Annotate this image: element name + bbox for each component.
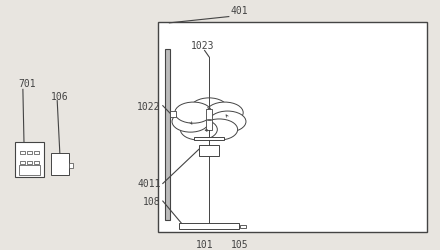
Bar	[34, 152, 39, 154]
Text: 106: 106	[51, 91, 68, 101]
Text: 108: 108	[143, 196, 161, 206]
Text: 701: 701	[18, 79, 36, 89]
Bar	[206, 110, 212, 130]
Text: 4011: 4011	[137, 179, 161, 189]
Bar	[27, 152, 32, 154]
Circle shape	[191, 98, 227, 119]
Circle shape	[206, 103, 243, 124]
Circle shape	[180, 120, 217, 141]
Bar	[158, 22, 427, 233]
Circle shape	[172, 112, 209, 132]
Bar	[34, 161, 39, 164]
Text: 1022: 1022	[137, 101, 161, 111]
Bar	[170, 111, 176, 117]
Bar	[19, 166, 40, 175]
Bar	[20, 152, 25, 154]
Bar	[15, 142, 44, 178]
Bar	[27, 161, 32, 164]
Circle shape	[209, 112, 246, 132]
Bar	[165, 50, 170, 220]
Bar	[20, 161, 25, 164]
Text: 1023: 1023	[191, 41, 214, 51]
Bar	[51, 154, 69, 175]
Bar	[69, 163, 73, 168]
Bar	[199, 145, 219, 156]
Bar	[240, 225, 246, 228]
Bar	[194, 138, 224, 140]
Circle shape	[201, 120, 238, 141]
Text: 105: 105	[231, 240, 249, 250]
Bar	[208, 119, 211, 121]
Text: 401: 401	[231, 6, 249, 16]
Bar	[180, 223, 238, 229]
Text: 101: 101	[196, 240, 213, 250]
Circle shape	[175, 103, 212, 124]
